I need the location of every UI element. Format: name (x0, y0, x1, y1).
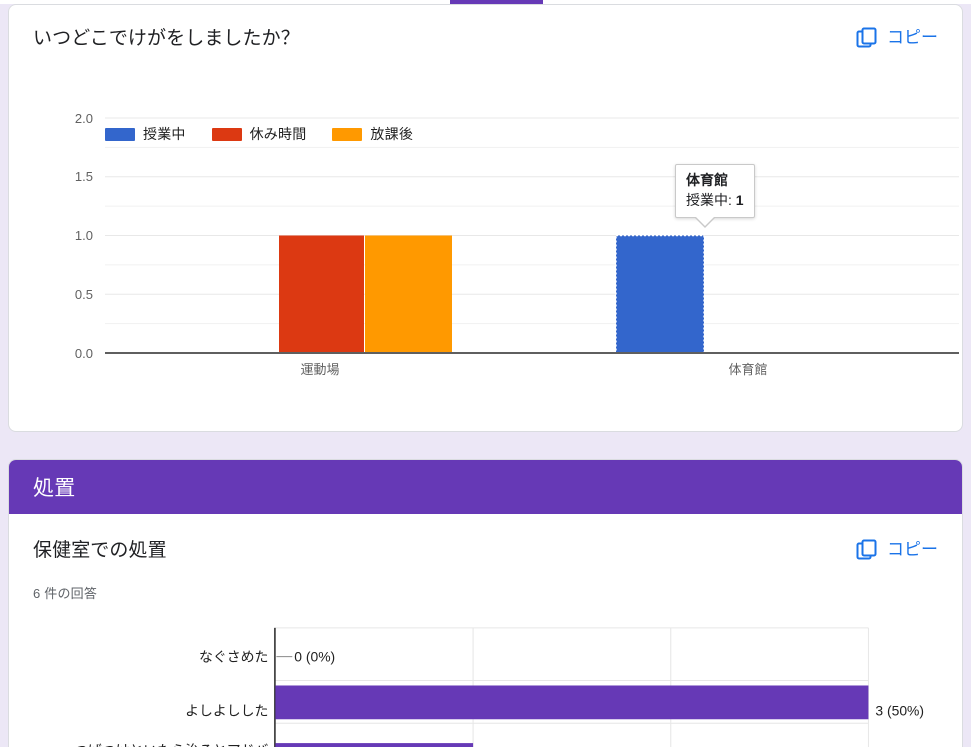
copy-icon (855, 538, 879, 562)
hbar-bar-1[interactable] (275, 685, 869, 720)
hbar-value-1: 3 (50%) (875, 702, 924, 718)
section-question-title: 保健室での処置 (33, 540, 167, 561)
section-card-shochi: 処置 保健室での処置 コピー 6 件の回答 (8, 459, 963, 747)
copy-icon (855, 26, 879, 50)
legend-swatch-2 (332, 127, 363, 141)
legend-item-0[interactable]: 授業中 (105, 124, 186, 144)
hbar-label-1: よしよしした (185, 702, 268, 718)
y-tick-2-0: 2.0 (75, 111, 93, 126)
legend-swatch-0 (105, 127, 135, 141)
bar-undojo-yasumi[interactable] (279, 235, 364, 354)
bar-undojo-hokago[interactable] (365, 235, 452, 354)
tab-strip (0, 0, 971, 4)
tooltip-value-row: 授業中: 1 (686, 191, 744, 210)
chart-tooltip: 体育館 授業中: 1 (675, 164, 755, 228)
hbar-value-0: 0 (0%) (294, 649, 335, 665)
section-title: 処置 (33, 477, 76, 500)
y-tick-1-0: 1.0 (75, 228, 93, 243)
bar-taiikukan-jugyochu[interactable] (616, 235, 704, 354)
hbar-label-0: なぐさめた (199, 649, 268, 665)
x-tick-label-0: 運動場 (300, 362, 339, 377)
page-title: いつどこでけがをしましたか？ (33, 28, 300, 49)
active-tab-indicator[interactable] (450, 0, 543, 4)
response-count: 6 件の回答 (33, 586, 98, 601)
column-chart: 2.0 1.5 1.0 0.5 0.0 運動場 体育館 (75, 111, 959, 377)
x-tick-label-1: 体育館 (728, 362, 767, 377)
legend-label-0: 授業中 (143, 126, 186, 142)
horizontal-bar-chart: なぐさめた 0 (0%) よしよしした 3 (50%) つばつけといたら治るとア… (74, 627, 924, 747)
tooltip-title: 体育館 (686, 172, 728, 188)
tooltip-tail-fill (696, 217, 714, 226)
tooltip-series-name: 授業中 (686, 192, 728, 208)
chart-legend: 授業中 休み時間 放課後 (105, 124, 413, 144)
legend-item-1[interactable]: 休み時間 (211, 124, 307, 144)
question-card-injury-location: いつどこでけがをしましたか？ コピー 授業中 休み時間 (8, 4, 963, 432)
tooltip-separator: : (728, 192, 736, 208)
section-header: 処置 (9, 460, 962, 514)
copy-button-top[interactable]: コピー (855, 26, 938, 50)
y-tick-0-0: 0.0 (75, 346, 93, 361)
copy-button-label: コピー (887, 28, 938, 47)
y-tick-0-5: 0.5 (75, 287, 93, 302)
question-header-row: いつどこでけがをしましたか？ コピー (33, 26, 938, 52)
hbar-bar-2[interactable] (275, 743, 474, 747)
legend-label-2: 放課後 (370, 126, 414, 142)
legend-swatch-1 (211, 127, 242, 141)
copy-button-section[interactable]: コピー (855, 538, 938, 562)
y-tick-1-5: 1.5 (75, 169, 93, 184)
tooltip-value: 1 (735, 192, 744, 208)
legend-item-2[interactable]: 放課後 (332, 124, 413, 144)
hbar-label-2: つばつけといたら治るとアドバ (74, 742, 269, 747)
section-question-header-row: 保健室での処置 コピー (33, 538, 938, 564)
copy-button-label: コピー (887, 540, 938, 559)
legend-label-1: 休み時間 (249, 126, 307, 142)
